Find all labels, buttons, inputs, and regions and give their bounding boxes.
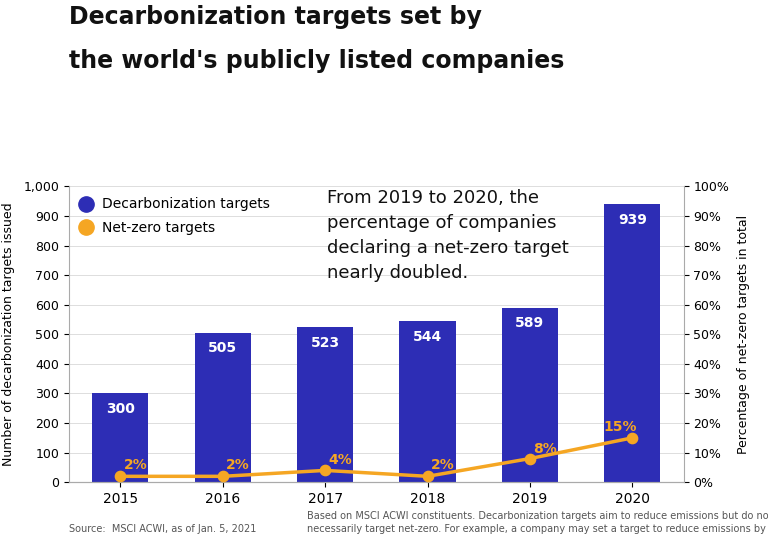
Text: From 2019 to 2020, the
percentage of companies
declaring a net-zero target
nearl: From 2019 to 2020, the percentage of com… xyxy=(327,189,569,282)
Point xyxy=(319,466,331,475)
Text: 505: 505 xyxy=(208,341,237,355)
Bar xyxy=(604,204,660,482)
Text: 2%: 2% xyxy=(431,459,455,472)
Legend: Decarbonization targets, Net-zero targets: Decarbonization targets, Net-zero target… xyxy=(76,193,274,239)
Text: Based on MSCI ACWI constituents. Decarbonization targets aim to reduce emissions: Based on MSCI ACWI constituents. Decarbo… xyxy=(307,511,768,534)
Point xyxy=(524,454,536,463)
Bar xyxy=(194,333,251,482)
Bar xyxy=(399,321,455,482)
Text: 4%: 4% xyxy=(329,453,353,466)
Text: 2%: 2% xyxy=(227,459,250,472)
Point xyxy=(626,433,638,442)
Text: 2%: 2% xyxy=(124,459,147,472)
Text: Decarbonization targets set by: Decarbonization targets set by xyxy=(69,5,482,30)
Text: 300: 300 xyxy=(106,402,134,416)
Point xyxy=(422,472,434,481)
Text: 544: 544 xyxy=(413,329,442,344)
Bar xyxy=(297,328,353,482)
Text: 523: 523 xyxy=(310,336,339,350)
Bar xyxy=(92,393,148,482)
Text: 939: 939 xyxy=(618,213,647,227)
Point xyxy=(217,472,229,481)
Y-axis label: Percentage of net-zero targets in total: Percentage of net-zero targets in total xyxy=(737,215,750,454)
Y-axis label: Number of decarbonization targets issued: Number of decarbonization targets issued xyxy=(2,202,15,466)
Bar xyxy=(502,308,558,482)
Text: 589: 589 xyxy=(515,316,545,330)
Text: 15%: 15% xyxy=(604,420,637,434)
Text: Source:  MSCI ACWI, as of Jan. 5, 2021: Source: MSCI ACWI, as of Jan. 5, 2021 xyxy=(69,524,257,534)
Text: 8%: 8% xyxy=(534,442,557,455)
Point xyxy=(114,472,127,481)
Text: the world's publicly listed companies: the world's publicly listed companies xyxy=(69,49,564,73)
